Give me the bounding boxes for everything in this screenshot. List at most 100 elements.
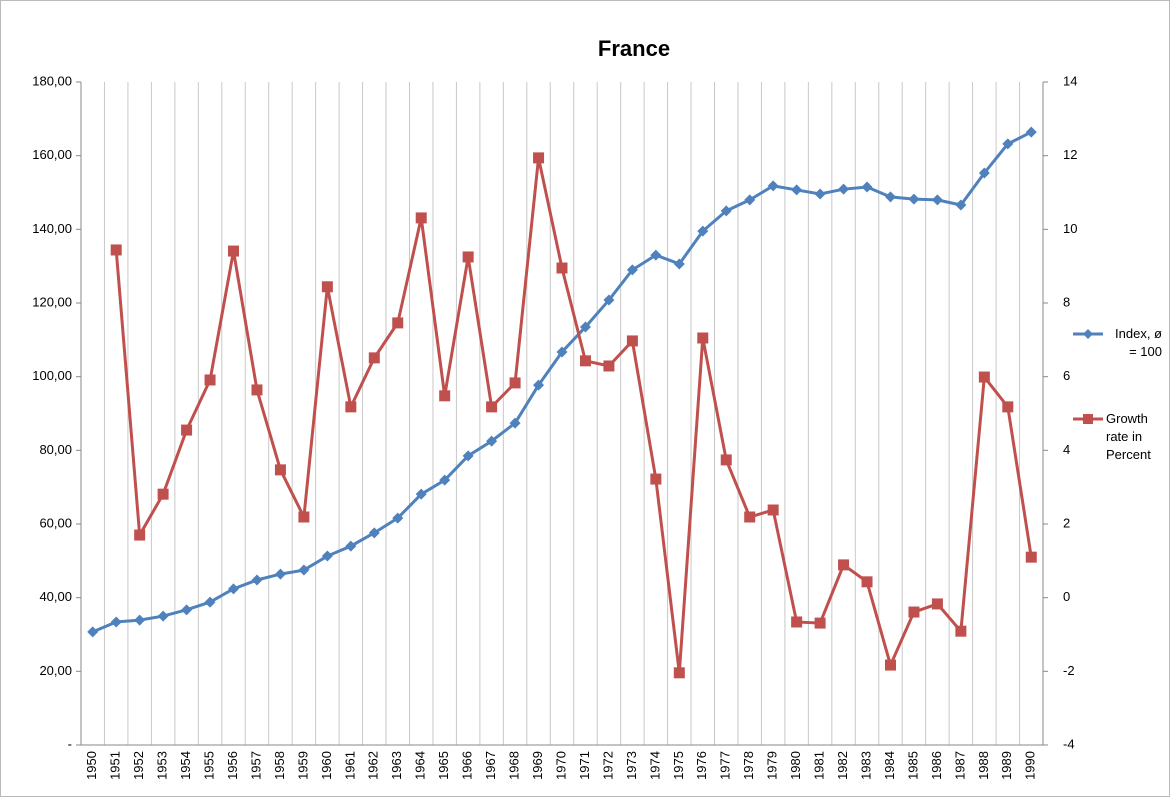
point [673, 667, 685, 679]
x-tick-label: 1985 [905, 751, 920, 780]
x-tick-label: 1988 [976, 751, 991, 780]
point [533, 379, 545, 391]
x-tick-label: 1986 [929, 751, 944, 780]
y-tick-label: 140,00 [32, 221, 72, 236]
x-tick-label: 1971 [577, 751, 592, 780]
point [368, 527, 380, 539]
y2-tick-label: 8 [1063, 294, 1070, 309]
x-tick-label: 1970 [553, 751, 568, 780]
point [720, 454, 732, 466]
legend-marker [1083, 329, 1093, 339]
point [978, 371, 990, 383]
x-tick-label: 1952 [131, 751, 146, 780]
point [110, 244, 122, 256]
point [838, 559, 850, 571]
x-tick-label: 1981 [812, 751, 827, 780]
y2-tick-label: 10 [1063, 221, 1077, 236]
point [134, 529, 146, 541]
point [838, 183, 850, 195]
point [884, 191, 896, 203]
point [1025, 551, 1037, 563]
y-tick-label: 60,00 [39, 515, 72, 530]
x-tick-label: 1987 [952, 751, 967, 780]
y-tick-label: 80,00 [39, 442, 72, 457]
point [814, 188, 826, 200]
x-tick-label: 1980 [788, 751, 803, 780]
point [1002, 401, 1014, 413]
x-tick-label: 1966 [460, 751, 475, 780]
x-tick-label: 1954 [178, 751, 193, 780]
series-line [92, 130, 1032, 634]
y-tick-label: 40,00 [39, 589, 72, 604]
x-tick-label: 1957 [248, 751, 263, 780]
x-tick-label: 1967 [483, 751, 498, 780]
x-tick-label: 1984 [882, 751, 897, 780]
x-tick-label: 1978 [741, 751, 756, 780]
point [603, 294, 615, 306]
point [228, 583, 240, 595]
point [744, 511, 756, 523]
y-tick-label: 180,00 [32, 73, 72, 88]
legend-label: Growth rate in Percent [1106, 411, 1151, 462]
point [673, 258, 685, 270]
point [1002, 138, 1014, 150]
x-tick-label: 1969 [530, 751, 545, 780]
point [861, 576, 873, 588]
point [603, 360, 615, 372]
point [720, 205, 732, 217]
x-tick-label: 1975 [671, 751, 686, 780]
x-tick-label: 1963 [389, 751, 404, 780]
point [392, 512, 404, 524]
point [697, 225, 709, 237]
point [791, 616, 803, 628]
x-tick-label: 1983 [858, 751, 873, 780]
point [486, 435, 498, 447]
point [204, 596, 216, 608]
point [181, 424, 193, 436]
point [509, 417, 521, 429]
x-tick-label: 1955 [201, 751, 216, 780]
point [814, 617, 826, 629]
point [955, 199, 967, 211]
x-tick-label: 1950 [84, 751, 99, 780]
y2-tick-label: 14 [1063, 73, 1077, 88]
point [931, 194, 943, 206]
x-tick-label: 1960 [319, 751, 334, 780]
point [157, 610, 169, 622]
point [274, 568, 286, 580]
point [368, 352, 380, 364]
y2-tick-label: 0 [1063, 589, 1070, 604]
point [579, 321, 591, 333]
legend-marker [1083, 414, 1093, 424]
point [251, 384, 263, 396]
x-tick-label: 1977 [718, 751, 733, 780]
point [744, 194, 756, 206]
point [955, 625, 967, 637]
x-tick-label: 1962 [366, 751, 381, 780]
point [908, 606, 920, 618]
y-tick-label: 160,00 [32, 147, 72, 162]
y-tick-label: 20,00 [39, 663, 72, 678]
point [228, 245, 240, 257]
point [110, 616, 122, 628]
point [767, 504, 779, 516]
x-tick-label: 1982 [835, 751, 850, 780]
legend-label: Index, ø = 100 [1115, 326, 1162, 359]
point [345, 401, 357, 413]
y-tick-label: 120,00 [32, 294, 72, 309]
y2-tick-label: 4 [1063, 442, 1070, 457]
point [392, 317, 404, 329]
point [978, 167, 990, 179]
point [486, 401, 498, 413]
point [650, 249, 662, 261]
point [134, 614, 146, 626]
point [298, 564, 310, 576]
x-tick-label: 1968 [507, 751, 522, 780]
point [791, 184, 803, 196]
point [533, 152, 545, 164]
point [321, 281, 333, 293]
y2-tick-label: -2 [1063, 663, 1075, 678]
point [415, 488, 427, 500]
